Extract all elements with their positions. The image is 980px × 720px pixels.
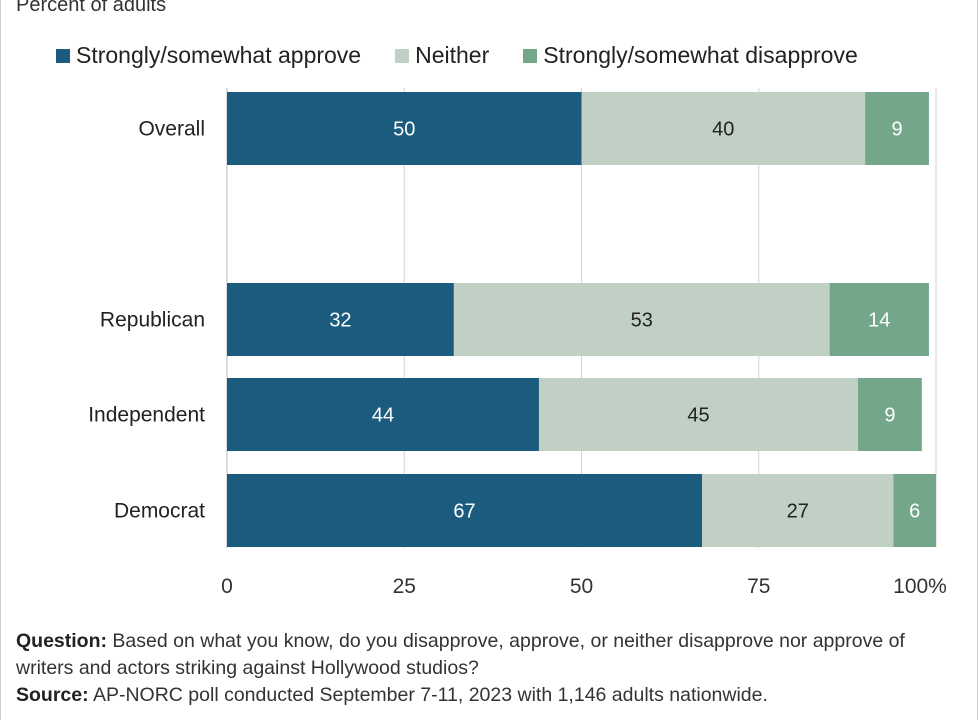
category-label-overall: Overall: [138, 118, 205, 141]
source-note: Source: AP-NORC poll conducted September…: [16, 682, 966, 709]
data-label-republican-strongly-somewhat-approve: 32: [329, 310, 351, 332]
chart-subtitle: Percent of adults: [16, 0, 167, 16]
data-label-republican-neither: 53: [631, 310, 653, 332]
data-label-overall-strongly-somewhat-disapprove: 9: [891, 119, 902, 141]
x-tick-label-100: 100%: [893, 575, 947, 598]
data-label-overall-strongly-somewhat-approve: 50: [393, 119, 415, 141]
question-text: Based on what you know, do you disapprov…: [16, 630, 905, 679]
x-tick-label-50: 50: [570, 575, 593, 598]
footnote: Question: Based on what you know, do you…: [16, 628, 966, 709]
data-label-democrat-neither: 27: [787, 501, 809, 523]
stacked-bar-chart: Overall 50 40 9 Republican 32 53 14 Independent 4…: [88, 88, 947, 598]
legend-item-disapprove: Strongly/somewhat disapprove: [523, 42, 858, 69]
legend: Strongly/somewhat approve Neither Strong…: [56, 42, 892, 69]
source-label: Source:: [16, 684, 89, 706]
bar-independent-strongly-somewhat-approve: [227, 378, 539, 451]
bar-democrat-strongly-somewhat-disapprove: [893, 474, 936, 547]
source-text: AP-NORC poll conducted September 7-11, 2…: [92, 684, 768, 706]
bar-republican-strongly-somewhat-approve: [227, 283, 454, 356]
legend-swatch-approve: [56, 48, 70, 63]
data-label-republican-strongly-somewhat-disapprove: 14: [868, 310, 890, 332]
data-label-independent-strongly-somewhat-approve: 44: [372, 405, 394, 427]
question-note: Question: Based on what you know, do you…: [16, 628, 966, 682]
x-tick-label-25: 25: [393, 575, 416, 598]
x-tick-label-0: 0: [221, 575, 233, 598]
bar-overall-strongly-somewhat-disapprove: [865, 92, 929, 165]
bar-republican-neither: [453, 283, 830, 356]
bar-overall-neither: [581, 92, 866, 165]
legend-label-disapprove: Strongly/somewhat disapprove: [543, 42, 858, 68]
data-label-independent-neither: 45: [687, 405, 709, 427]
legend-swatch-neither: [395, 48, 410, 63]
category-label-republican: Republican: [100, 309, 205, 332]
data-label-independent-strongly-somewhat-disapprove: 9: [884, 405, 895, 427]
legend-item-approve: Strongly/somewhat approve: [56, 42, 361, 69]
category-label-democrat: Democrat: [114, 500, 205, 523]
legend-label-approve: Strongly/somewhat approve: [76, 42, 362, 68]
data-label-overall-neither: 40: [712, 119, 734, 141]
bar-democrat-neither: [702, 474, 894, 547]
bar-overall-strongly-somewhat-approve: [227, 92, 582, 165]
bar-independent-neither: [538, 378, 859, 451]
x-tick-label-75: 75: [747, 575, 770, 598]
legend-item-neither: Neither: [395, 42, 489, 69]
question-label: Question:: [16, 630, 107, 652]
legend-swatch-disapprove: [523, 48, 538, 63]
bar-republican-strongly-somewhat-disapprove: [829, 283, 929, 356]
data-label-democrat-strongly-somewhat-disapprove: 6: [909, 501, 920, 523]
category-label-independent: Independent: [88, 404, 205, 427]
bar-independent-strongly-somewhat-disapprove: [858, 378, 922, 451]
bar-democrat-strongly-somewhat-approve: [227, 474, 703, 547]
data-label-democrat-strongly-somewhat-approve: 67: [453, 501, 475, 523]
legend-label-neither: Neither: [415, 42, 490, 68]
